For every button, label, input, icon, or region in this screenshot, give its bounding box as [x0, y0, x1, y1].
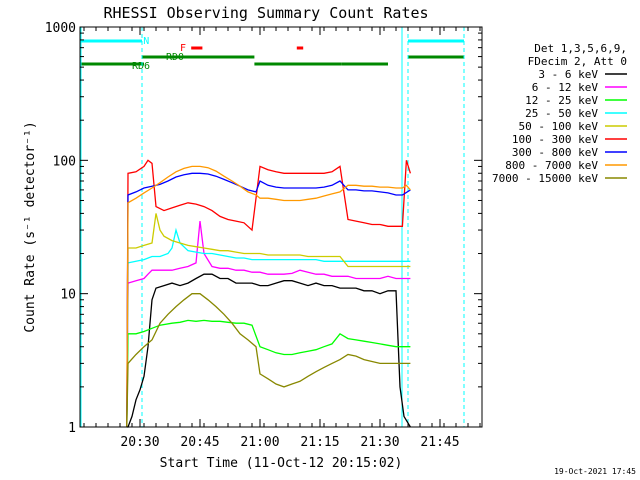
legend-entry-label: 25 - 50 keV — [525, 107, 598, 120]
plot-frame — [79, 26, 483, 428]
vertical-markers — [80, 27, 465, 427]
flag-label: RD6 — [132, 61, 150, 72]
legend-entry-label: 3 - 6 keV — [538, 68, 598, 81]
x-tick-label: 21:00 — [240, 435, 279, 450]
legend-entry-label: 50 - 100 keV — [519, 120, 599, 133]
y-axis-label: Count Rate (s⁻¹ detector⁻¹) — [23, 121, 38, 332]
series-line — [126, 273, 411, 428]
y-tick-label: 1 — [68, 421, 76, 436]
series-line — [126, 159, 412, 428]
y-tick-label: 100 — [53, 154, 76, 169]
series-line — [126, 172, 411, 428]
legend-header-line-1: Det 1,3,5,6,9, — [534, 42, 627, 55]
series-lines — [126, 159, 412, 428]
flag-label: F — [180, 43, 186, 54]
chart-title: RHESSI Observing Summary Count Rates — [103, 4, 428, 22]
legend-header-line-2: FDecim 2, Att 0 — [528, 55, 627, 68]
legend-entry-label: 7000 - 15000 keV — [492, 172, 598, 185]
series-line — [126, 165, 411, 428]
axis-ticks: 20:30 20:45 21:00 21:15 21:30 21:45 1 10 100 1000 — [45, 21, 482, 450]
x-tick-label: 21:30 — [360, 435, 399, 450]
series-line — [126, 221, 411, 428]
flag-label: RD0 — [166, 52, 184, 63]
legend-entry-label: 300 - 800 keV — [512, 146, 598, 159]
series-line — [126, 319, 411, 428]
legend-entry-label: 800 - 7000 keV — [505, 159, 598, 172]
x-tick-label: 20:45 — [180, 435, 219, 450]
legend: Det 1,3,5,6,9, FDecim 2, Att 0 3 - 6 keV… — [492, 42, 627, 185]
y-tick-label: 10 — [60, 288, 76, 303]
series-line — [126, 227, 411, 428]
series-line — [126, 293, 411, 428]
x-tick-label: 20:30 — [120, 435, 159, 450]
legend-entry-label: 6 - 12 keV — [532, 81, 599, 94]
x-axis-label: Start Time (11-Oct-12 20:15:02) — [160, 456, 403, 471]
legend-entry-label: 100 - 300 keV — [512, 133, 598, 146]
generation-timestamp: 19-Oct-2021 17:45 — [554, 467, 636, 476]
series-line — [126, 213, 411, 428]
x-tick-label: 21:15 — [300, 435, 339, 450]
x-tick-label: 21:45 — [420, 435, 459, 450]
flag-label: N — [143, 36, 149, 47]
legend-entry-label: 12 - 25 keV — [525, 94, 598, 107]
y-tick-label: 1000 — [45, 21, 76, 36]
